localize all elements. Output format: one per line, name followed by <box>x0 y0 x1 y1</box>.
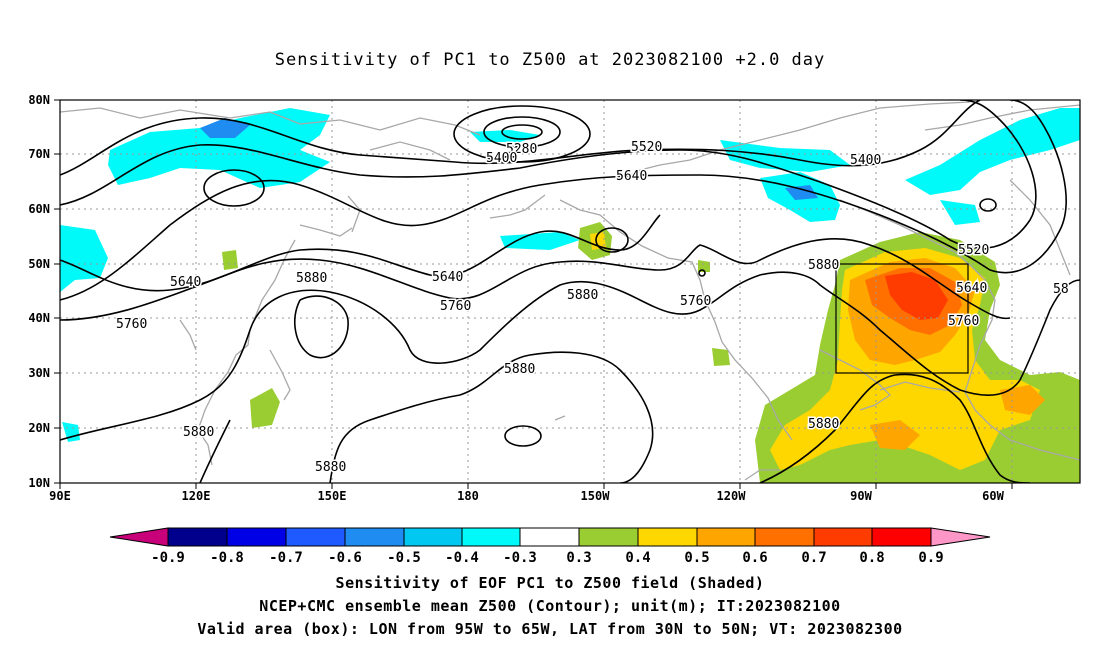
colorbar-cell <box>226 527 287 547</box>
colorbar-label: -0.3 <box>503 550 537 566</box>
positive-patch <box>885 272 948 320</box>
negative-patch <box>940 200 980 225</box>
lon-label: 150E <box>318 489 347 503</box>
lat-labels: 80N 70N 60N 50N 40N 30N 20N 10N <box>28 93 50 490</box>
colorbar-cell <box>519 527 580 547</box>
colorbar-label: -0.6 <box>328 550 362 566</box>
plot-frame <box>59 99 1081 484</box>
colorbar-label: 0.3 <box>566 550 591 566</box>
contour-label: 5880 <box>296 271 327 286</box>
contour-label: 5760 <box>680 294 711 309</box>
lon-label: 60W <box>982 489 1004 503</box>
contour-label: 5640 <box>432 270 463 285</box>
negative-patch <box>500 232 580 250</box>
lon-label: 120E <box>182 489 211 503</box>
contour-label: 5760 <box>116 317 147 332</box>
lat-label: 10N <box>28 476 50 490</box>
colorbar-cell <box>285 527 346 547</box>
positive-patch <box>590 232 606 250</box>
contour-label: 5520 <box>958 243 989 258</box>
contour-label: 5760 <box>948 314 979 329</box>
contour-label: 5400 <box>486 151 517 166</box>
colorbar-label: -0.9 <box>151 550 185 566</box>
colorbar-cell <box>871 527 932 547</box>
negative-patch <box>905 108 1080 195</box>
lon-label: 150W <box>581 489 611 503</box>
contour-labels: 5280 5400 5520 5400 5640 5520 5640 5640 … <box>115 139 1071 477</box>
lon-label: 120W <box>717 489 747 503</box>
colorbar-cell <box>813 527 873 547</box>
colorbar-cell <box>403 527 463 547</box>
colorbar-cell <box>167 527 228 547</box>
lon-labels: 90E 120E 150E 180 150W 120W 90W 60W <box>49 489 1004 503</box>
negative-patch <box>720 140 850 172</box>
colorbar-label: -0.4 <box>445 550 479 566</box>
contour-label: 5400 <box>850 153 881 168</box>
contour-label: 5640 <box>616 169 647 184</box>
positive-patch <box>698 260 710 272</box>
colorbar-cell <box>754 527 815 547</box>
coastlines <box>60 101 1080 481</box>
contour-label: 5640 <box>956 281 987 296</box>
contour-label: 5760 <box>440 299 471 314</box>
negative-patch <box>785 185 818 200</box>
colorbar-label: 0.6 <box>742 550 767 566</box>
negative-patch <box>108 108 330 188</box>
colorbar-max-arrow <box>930 527 991 547</box>
caption-line-1: Sensitivity of EOF PC1 to Z500 field (Sh… <box>335 574 765 592</box>
colorbar-label: 0.5 <box>684 550 709 566</box>
contour-label: 5880 <box>504 362 535 377</box>
contour-label: 5280 <box>506 142 537 157</box>
negative-patch <box>62 422 80 442</box>
colorbar-label: 0.9 <box>918 550 943 566</box>
colorbar-labels: -0.9 -0.8 -0.7 -0.6 -0.5 -0.4 -0.3 0.3 0… <box>151 550 944 566</box>
lon-label: 90W <box>850 489 872 503</box>
colorbar-label: 0.4 <box>625 550 650 566</box>
caption-line-2: NCEP+CMC ensemble mean Z500 (Contour); u… <box>259 597 841 615</box>
axis-ticks <box>54 99 1013 489</box>
colorbar-cell <box>578 527 639 547</box>
colorbar-cell <box>696 527 756 547</box>
contour-label: 5520 <box>631 140 662 155</box>
contour-label: 5880 <box>808 417 839 432</box>
lat-label: 60N <box>28 202 50 216</box>
colorbar-min-arrow <box>109 527 169 547</box>
z500-contours <box>60 100 1080 483</box>
lon-label: 180 <box>457 489 479 503</box>
positive-patch <box>712 348 730 366</box>
contour-label: 5640 <box>170 275 201 290</box>
contour-label: 5880 <box>183 425 214 440</box>
negative-patch <box>200 118 250 138</box>
map-title: Sensitivity of PC1 to Z500 at 2023082100… <box>274 50 826 70</box>
contour-label: 58 <box>1053 282 1069 297</box>
positive-patch <box>250 388 280 428</box>
lat-label: 20N <box>28 421 50 435</box>
colorbar <box>109 527 991 547</box>
contour-label: 5880 <box>315 460 346 475</box>
lat-label: 50N <box>28 257 50 271</box>
colorbar-cell <box>637 527 698 547</box>
colorbar-cell <box>461 527 521 547</box>
colorbar-label: 0.8 <box>859 550 884 566</box>
lat-label: 80N <box>28 93 50 107</box>
lat-label: 40N <box>28 311 50 325</box>
positive-patch <box>222 250 238 270</box>
contour-label: 5880 <box>567 288 598 303</box>
colorbar-cell <box>344 527 405 547</box>
lon-label: 90E <box>49 489 71 503</box>
caption-line-3: Valid area (box): LON from 95W to 65W, L… <box>197 620 903 638</box>
lat-label: 30N <box>28 366 50 380</box>
lat-label: 70N <box>28 147 50 161</box>
colorbar-label: -0.7 <box>269 550 303 566</box>
colorbar-label: -0.8 <box>210 550 244 566</box>
colorbar-label: 0.7 <box>801 550 826 566</box>
colorbar-label: -0.5 <box>387 550 421 566</box>
positive-patch <box>1000 385 1045 415</box>
contour-label: 5880 <box>808 258 839 273</box>
valid-area-box <box>835 263 969 374</box>
